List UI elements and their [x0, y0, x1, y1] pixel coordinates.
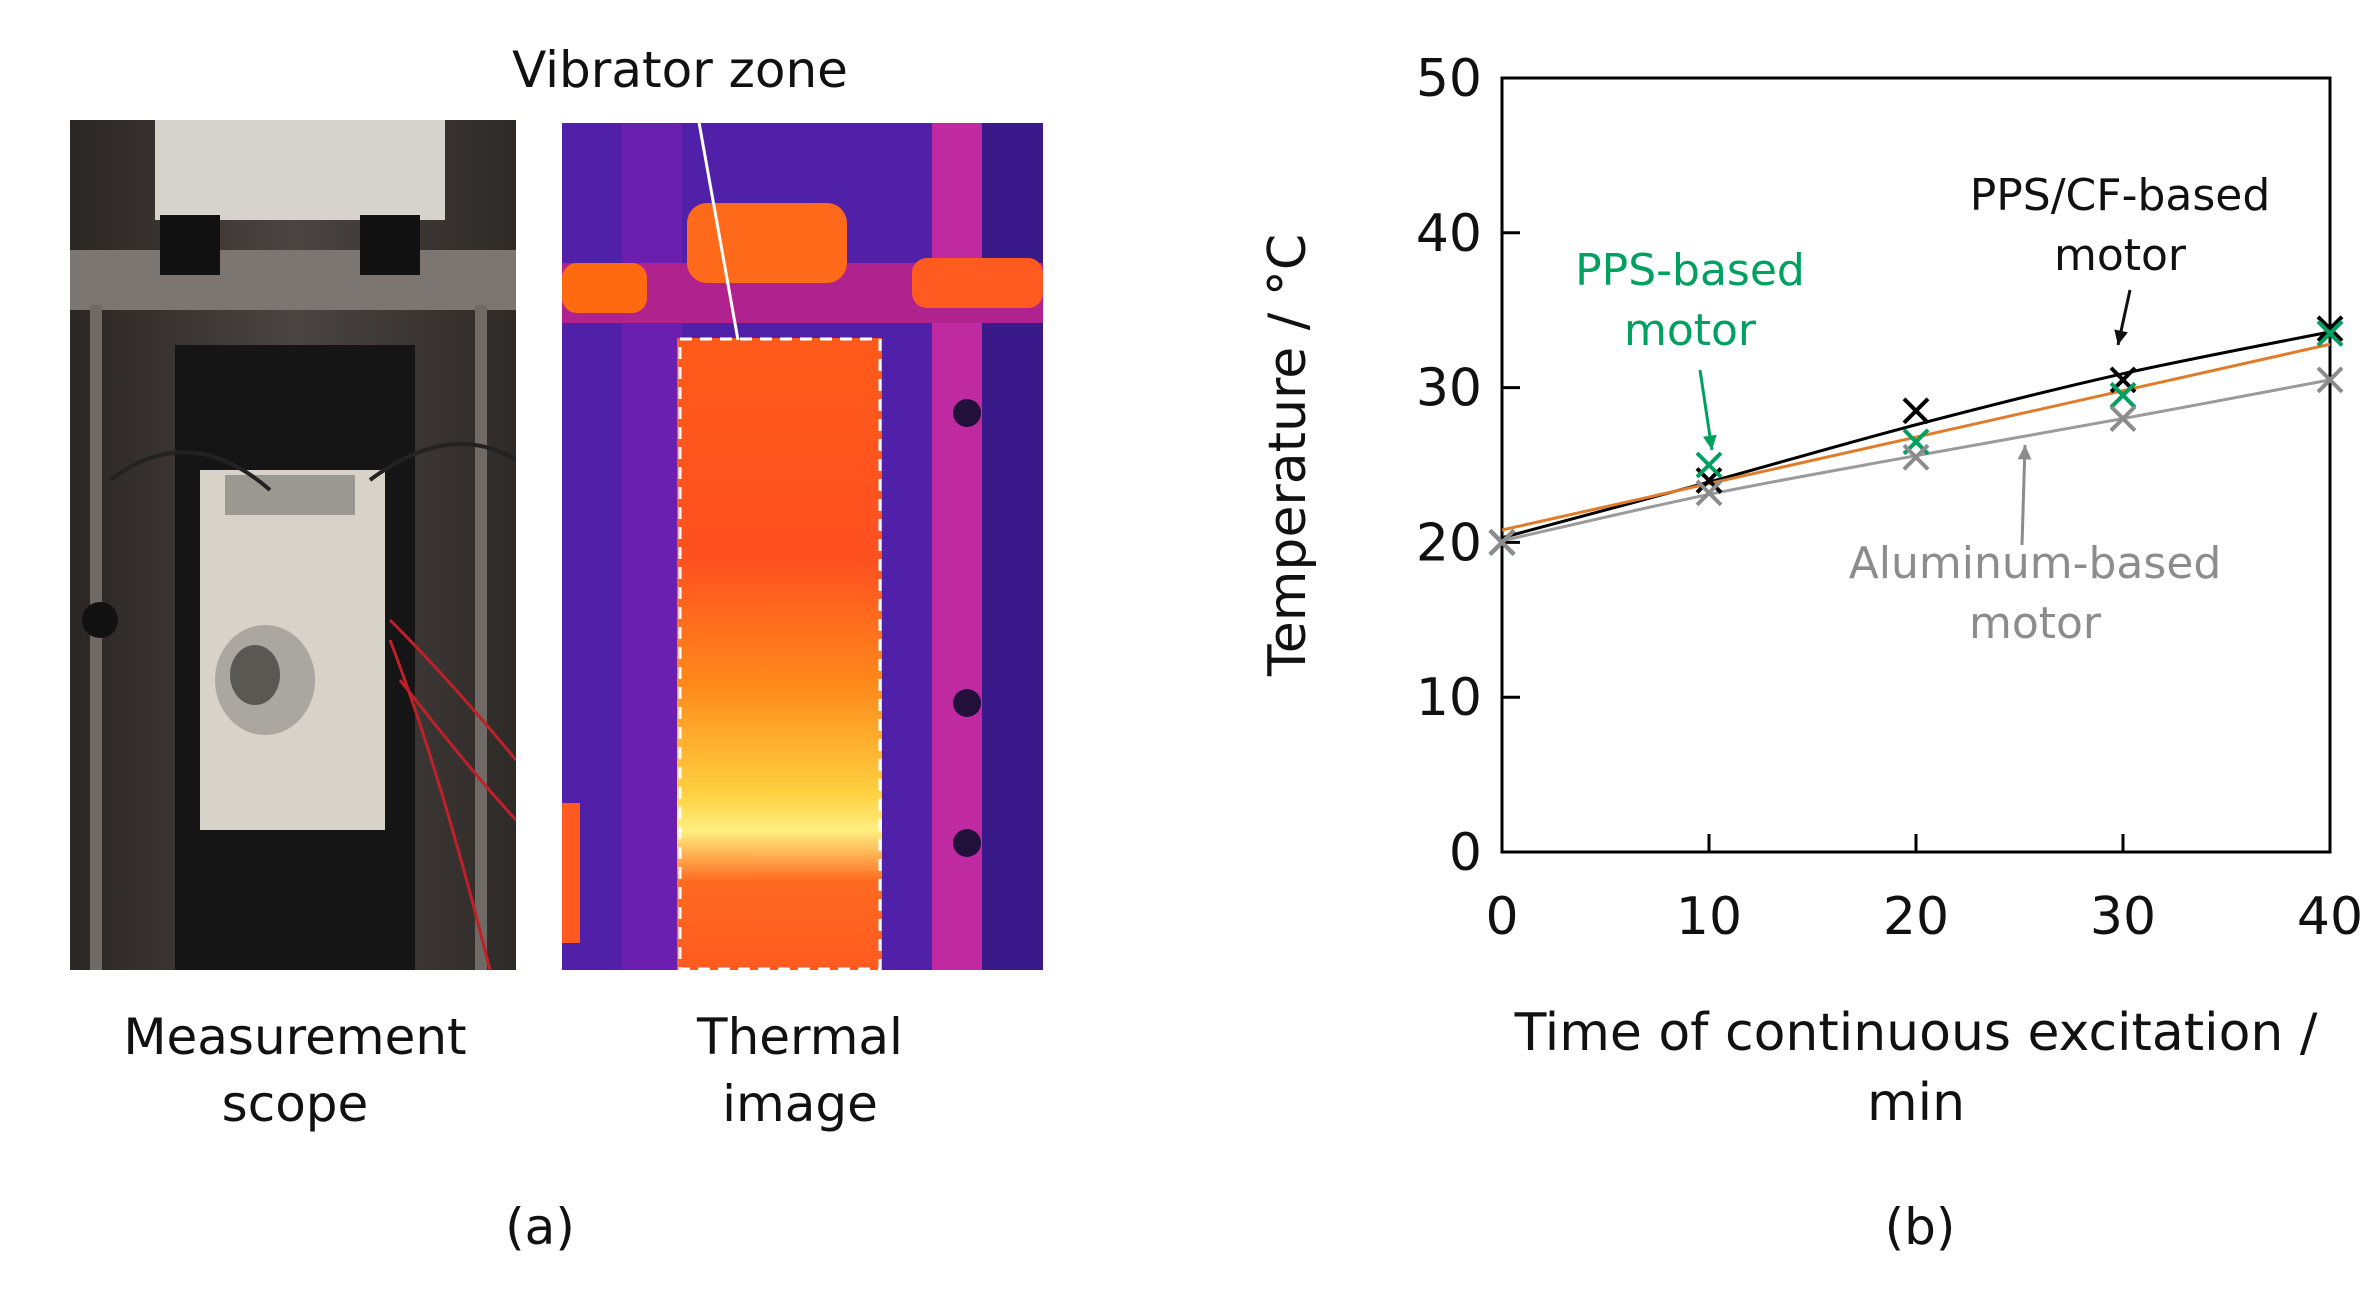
photo-caption-line1: Measurement: [123, 1008, 467, 1066]
series-label-pps-line2: motor: [1624, 305, 1757, 356]
fit-line-0: [1501, 330, 2331, 540]
zone-leader-line: [693, 99, 740, 341]
series-arrowhead-pps: [1702, 434, 1717, 450]
marker-stroke: [1488, 528, 1516, 556]
marker-stroke: [1695, 479, 1723, 507]
marker-aluminum-point: [1902, 443, 1930, 471]
series-arrowhead-aluminum: [2017, 445, 2032, 460]
fit-line-1: [1501, 342, 2331, 532]
x-tick-label: 20: [1883, 887, 1949, 947]
marker-pps-cf-point: [1902, 397, 1930, 425]
marker-stroke: [1695, 451, 1723, 479]
measurement-photo-drawing: [70, 120, 516, 970]
series-arrow-aluminum: [2020, 444, 2027, 546]
y-tick-label: 0: [1449, 823, 1482, 883]
y-tick-label: 30: [1416, 359, 1482, 419]
series-label-aluminum-line2: motor: [1969, 598, 2102, 649]
series-label-pps-cf-line1: PPS/CF-based: [1970, 170, 2271, 221]
marker-stroke: [2316, 366, 2344, 394]
panel-a-label: (a): [505, 1198, 575, 1256]
x-tick-label: 30: [2090, 887, 2156, 947]
x-tick-label: 0: [1485, 887, 1518, 947]
marker-aluminum-point: [2316, 366, 2344, 394]
thermal-image: [562, 123, 1043, 970]
marker-stroke: [2109, 405, 2137, 432]
fit-line-2: [1501, 378, 2331, 543]
y-tick-label: 10: [1416, 668, 1482, 728]
panel-b-label: (b): [1884, 1198, 1956, 1256]
marker-stroke: [2316, 320, 2344, 347]
marker-pps-point: [1695, 451, 1723, 479]
marker-pps-point: [2109, 381, 2137, 409]
marker-stroke: [1902, 443, 1930, 471]
series-label-pps-line1: PPS-based: [1575, 245, 1805, 296]
marker-stroke: [2109, 381, 2137, 409]
series-label-pps-cf-line2: motor: [2054, 230, 2187, 281]
x-tick-label: 40: [2297, 887, 2363, 947]
x-axis-label-line2: min: [1867, 1073, 1965, 1133]
vibrator-zone-label: Vibrator zone: [512, 41, 848, 99]
photo-caption-line2: scope: [221, 1075, 369, 1133]
measurement-scope-photo: [70, 120, 516, 970]
thermal-caption-line1: Thermal: [697, 1008, 903, 1066]
marker-pps-cf-point: [2316, 315, 2344, 343]
marker-stroke: [1902, 397, 1930, 425]
marker-pps-point: [2316, 320, 2344, 347]
series-arrowhead-pps-cf: [2114, 329, 2128, 345]
y-tick-label: 20: [1416, 513, 1482, 573]
y-tick-label: 50: [1416, 49, 1482, 109]
y-tick-label: 40: [1416, 204, 1482, 264]
y-axis-label: Temperature / °C: [1258, 234, 1318, 677]
thermal-image-drawing: [562, 123, 1043, 970]
x-tick-label: 10: [1676, 887, 1742, 947]
marker-aluminum-point: [1488, 528, 1516, 556]
thermal-caption-line2: image: [722, 1075, 878, 1133]
marker-aluminum-point: [2109, 405, 2137, 432]
marker-aluminum-point: [1695, 479, 1723, 507]
marker-stroke: [2316, 315, 2344, 343]
series-label-aluminum-line1: Aluminum-based: [1849, 538, 2222, 589]
x-axis-label-line1: Time of continuous excitation /: [1514, 1003, 2318, 1063]
